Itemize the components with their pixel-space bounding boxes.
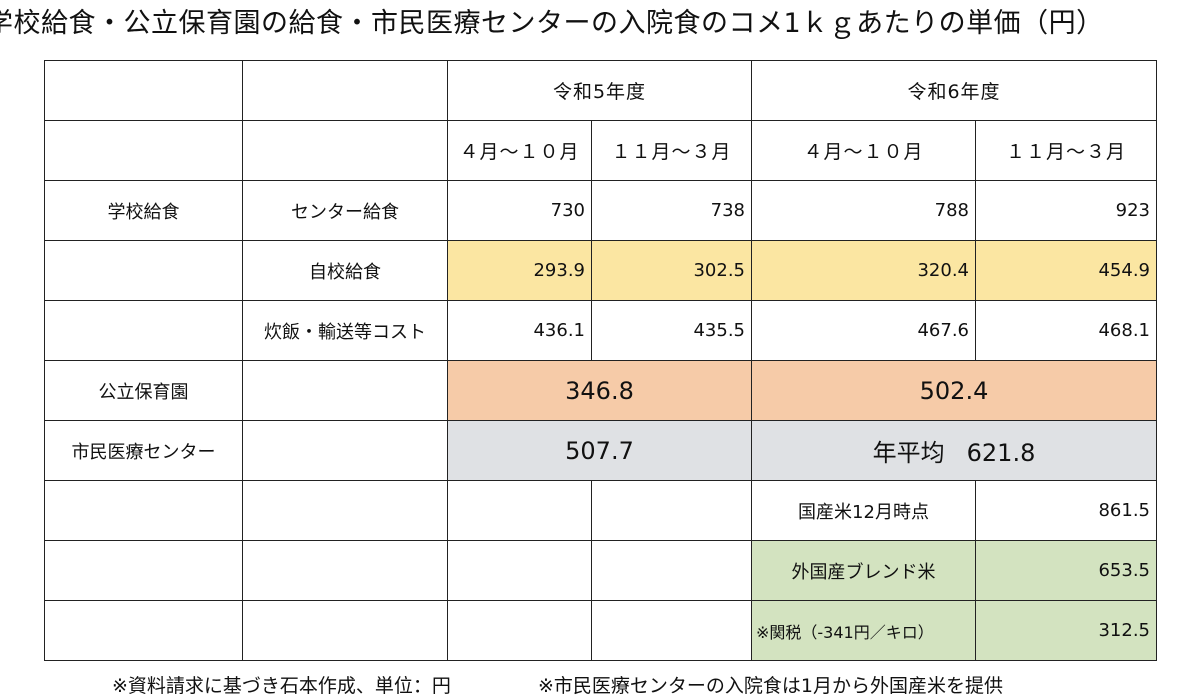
footer-note-source: ※資料請求に基づき石本作成、単位：円	[112, 675, 451, 697]
footer-notes: ※資料請求に基づき石本作成、単位：円 ※市民医療センターの入院食は1月から外国産…	[0, 672, 1200, 700]
own-school-meal-value: 454.9	[975, 240, 1157, 301]
fy6-header: 令和6年度	[751, 60, 1157, 121]
footer-note-medical: ※市民医療センターの入院食は1月から外国産米を提供	[538, 675, 1004, 697]
cooking-cost-value: 467.6	[751, 300, 976, 361]
foreign-blend-rice-label: 外国産ブレンド米	[751, 540, 976, 601]
center-meal-value: 923	[975, 180, 1157, 241]
medical-fy6-cell: 年平均 621.8	[751, 420, 1157, 481]
empty-cell	[44, 480, 243, 541]
nursery-fy5-value: 346.8	[447, 360, 752, 421]
empty-cell	[242, 420, 448, 481]
center-meal-label: センター給食	[242, 180, 448, 241]
empty-cell	[44, 300, 243, 361]
empty-cell	[44, 240, 243, 301]
medical-fy6-value: 621.8	[966, 439, 1036, 467]
title-text: 学校給食・公立保育園の給食・市民医療センターの入院食のコメ1ｋｇあたりの単価（円…	[0, 8, 1104, 39]
annual-average-label: 年平均	[872, 439, 945, 467]
foreign-blend-rice-value: 653.5	[975, 540, 1157, 601]
row-nursery: 公立保育園 346.8 502.4	[44, 360, 1157, 421]
empty-cell	[242, 540, 448, 601]
own-school-meal-value: 293.9	[447, 240, 592, 301]
medical-fy5-value: 507.7	[447, 420, 752, 481]
empty-cell	[447, 600, 592, 661]
row-own-school-meal: 自校給食 293.9 302.5 320.4 454.9	[44, 240, 1157, 301]
empty-cell	[591, 540, 752, 601]
center-meal-value: 730	[447, 180, 592, 241]
period-header-fy5-apr-oct: ４月～１０月	[447, 120, 592, 181]
cooking-cost-value: 436.1	[447, 300, 592, 361]
rice-price-table: 令和5年度 令和6年度 ４月～１０月 １１月～３月 ４月～１０月 １１月～３月 …	[44, 60, 1157, 661]
empty-cell	[591, 600, 752, 661]
header-row-year: 令和5年度 令和6年度	[44, 60, 1157, 121]
domestic-rice-label: 国産米12月時点	[751, 480, 976, 541]
nursery-fy6-value: 502.4	[751, 360, 1157, 421]
period-header-fy6-apr-oct: ４月～１０月	[751, 120, 976, 181]
period-header-fy6-nov-mar: １１月～３月	[975, 120, 1157, 181]
row-center-meal: 学校給食 センター給食 730 738 788 923	[44, 180, 1157, 241]
empty-cell	[242, 480, 448, 541]
domestic-rice-value: 861.5	[975, 480, 1157, 541]
empty-cell	[591, 480, 752, 541]
row-domestic-rice: 国産米12月時点 861.5	[44, 480, 1157, 541]
empty-cell	[447, 540, 592, 601]
row-medical-center: 市民医療センター 507.7 年平均 621.8	[44, 420, 1157, 481]
cooking-cost-label: 炊飯・輸送等コスト	[242, 300, 448, 361]
fy5-header: 令和5年度	[447, 60, 752, 121]
center-meal-value: 788	[751, 180, 976, 241]
page-title: 学校給食・公立保育園の給食・市民医療センターの入院食のコメ1ｋｇあたりの単価（円…	[0, 4, 1200, 44]
cooking-cost-value: 435.5	[591, 300, 752, 361]
empty-cell	[44, 120, 243, 181]
row-tariff: ※関税（-341円／キロ） 312.5	[44, 600, 1157, 661]
empty-cell	[242, 360, 448, 421]
empty-cell	[242, 60, 448, 121]
empty-cell	[44, 540, 243, 601]
empty-cell	[242, 120, 448, 181]
empty-cell	[44, 60, 243, 121]
empty-cell	[447, 480, 592, 541]
tariff-value: 312.5	[975, 600, 1157, 661]
empty-cell	[242, 600, 448, 661]
nursery-label: 公立保育園	[44, 360, 243, 421]
own-school-meal-label: 自校給食	[242, 240, 448, 301]
own-school-meal-value: 320.4	[751, 240, 976, 301]
medical-center-label: 市民医療センター	[44, 420, 243, 481]
center-meal-value: 738	[591, 180, 752, 241]
row-foreign-blend-rice: 外国産ブレンド米 653.5	[44, 540, 1157, 601]
empty-cell	[44, 600, 243, 661]
school-meal-label: 学校給食	[44, 180, 243, 241]
row-cooking-cost: 炊飯・輸送等コスト 436.1 435.5 467.6 468.1	[44, 300, 1157, 361]
cooking-cost-value: 468.1	[975, 300, 1157, 361]
tariff-label: ※関税（-341円／キロ）	[751, 600, 976, 661]
header-row-period: ４月～１０月 １１月～３月 ４月～１０月 １１月～３月	[44, 120, 1157, 181]
period-header-fy5-nov-mar: １１月～３月	[591, 120, 752, 181]
own-school-meal-value: 302.5	[591, 240, 752, 301]
